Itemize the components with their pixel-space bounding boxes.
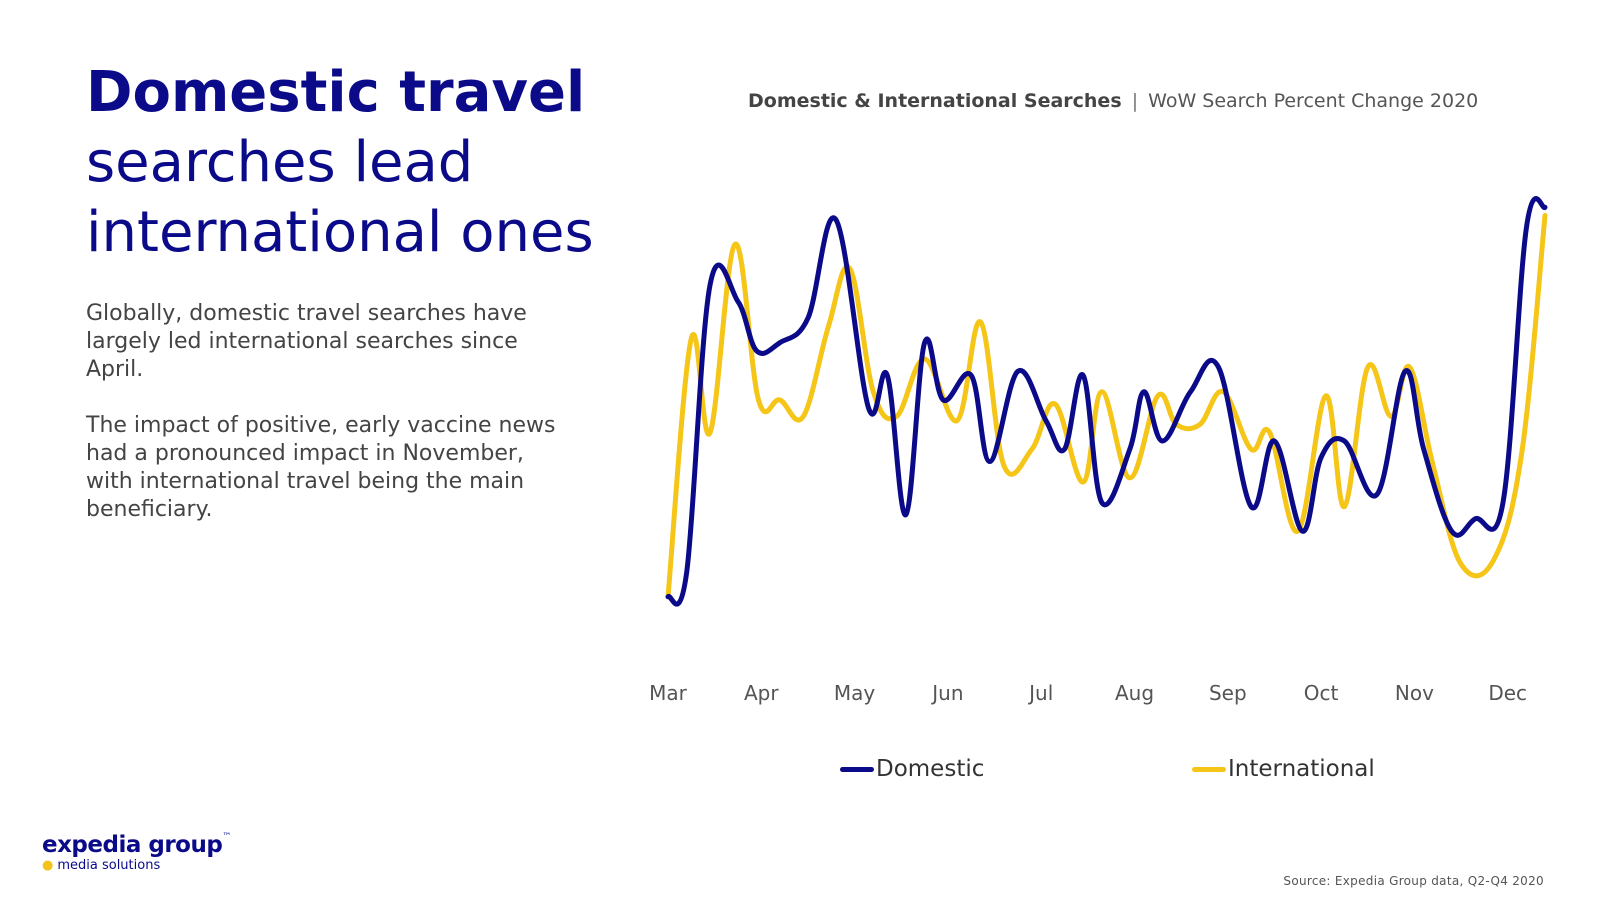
x-tick-label: Dec: [1488, 681, 1527, 705]
legend-item-domestic: Domestic: [840, 756, 984, 782]
x-tick-label: May: [834, 681, 876, 705]
source-note: Source: Expedia Group data, Q2-Q4 2020: [1283, 874, 1544, 888]
legend-item-international: International: [1192, 756, 1375, 782]
x-tick-label: Jul: [1027, 681, 1053, 705]
legend-swatch-international: [1192, 766, 1226, 772]
x-tick-label: Mar: [649, 681, 688, 705]
chart-title-rest: WoW Search Percent Change 2020: [1148, 90, 1479, 112]
page-title: Domestic travel searches lead internatio…: [86, 58, 646, 268]
logo-wordmark: expedia group: [42, 832, 223, 858]
body-paragraph-1: Globally, domestic travel searches have …: [86, 301, 527, 382]
body-copy: Globally, domestic travel searches have …: [86, 300, 576, 552]
chart-legend: Domestic International: [0, 756, 1600, 786]
x-tick-label: Jun: [930, 681, 963, 705]
chart-title-bold: Domestic & International Searches: [748, 90, 1122, 112]
x-tick-label: Nov: [1395, 681, 1434, 705]
lightbulb-icon: ●: [42, 858, 54, 873]
x-tick-label: Oct: [1304, 681, 1339, 705]
x-tick-label: Aug: [1115, 681, 1154, 705]
series-line-domestic: [665, 196, 1548, 607]
legend-swatch-domestic: [840, 766, 874, 772]
expedia-group-logo: expedia group™ ● media solutions: [42, 832, 231, 873]
logo-subtitle: media solutions: [57, 858, 161, 873]
chart-title-separator: |: [1131, 90, 1139, 112]
legend-label-international: International: [1228, 756, 1375, 782]
headline-line-2: searches lead: [86, 130, 474, 195]
headline-line-3: international ones: [86, 200, 594, 265]
legend-label-domestic: Domestic: [876, 756, 985, 782]
headline-bold: Domestic travel: [86, 60, 586, 125]
x-tick-label: Sep: [1209, 681, 1247, 705]
x-tick-label: Apr: [744, 681, 779, 705]
body-paragraph-2: The impact of positive, early vaccine ne…: [86, 413, 556, 522]
chart-title: Domestic & International Searches | WoW …: [748, 90, 1508, 112]
logo-trademark: ™: [222, 832, 232, 842]
